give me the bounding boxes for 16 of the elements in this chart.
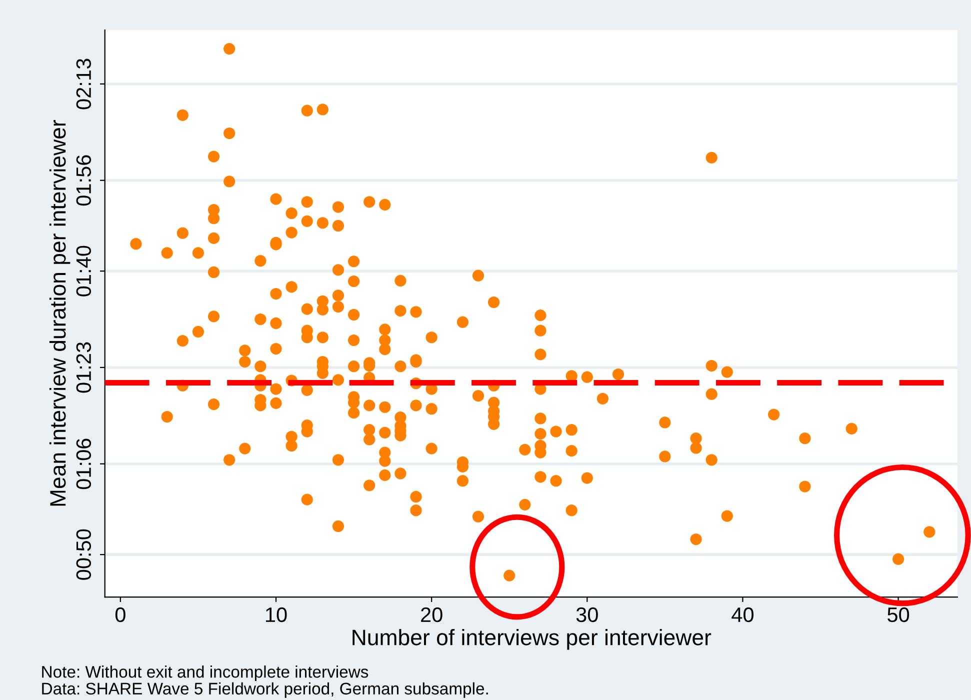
x-axis-title: Number of interviews per interviewer — [352, 629, 712, 650]
text: Data: SHARE Wave 5 Fieldwork period, German subsample. — [42, 682, 488, 698]
x-tick-label: 30 — [576, 607, 598, 622]
x-tick-label: 20 — [421, 607, 442, 622]
x-tick-label: 40 — [732, 607, 754, 622]
y-tick-label: 01:23 — [76, 342, 92, 393]
y-tick-label: 02:13 — [76, 58, 92, 110]
x-tick-label: 10 — [266, 607, 287, 622]
y-axis-title: Mean interview duration per interviewer — [49, 120, 70, 506]
y-tick-label: 01:06 — [76, 438, 92, 490]
x-tick-label: 50 — [888, 607, 910, 622]
y-tick-label: 01:56 — [76, 155, 92, 206]
text: Note: Without exit and incomplete interviews — [42, 666, 368, 682]
x-tick-label: 0 — [115, 607, 126, 622]
y-tick-label: 01:40 — [76, 246, 92, 296]
y-tick-label: 00:50 — [76, 529, 92, 580]
